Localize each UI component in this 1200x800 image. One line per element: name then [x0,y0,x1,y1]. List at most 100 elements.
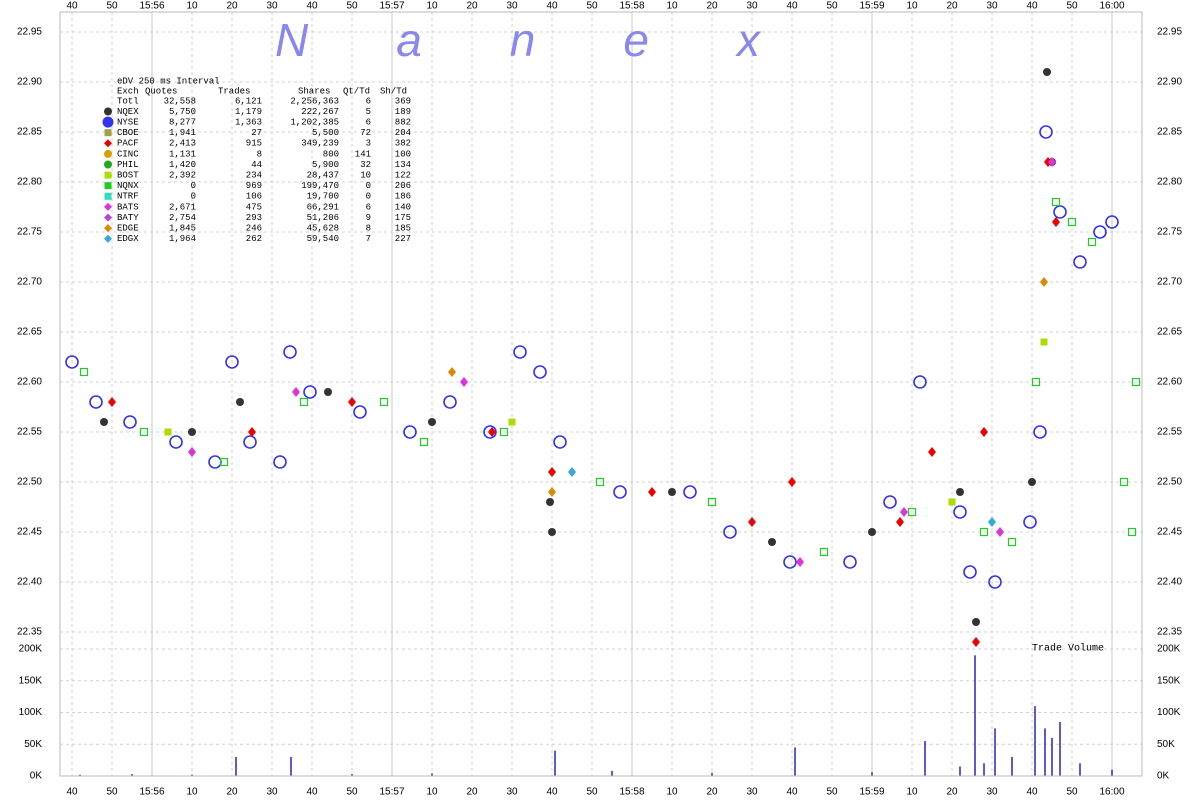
legend-cell: 8 [257,149,262,159]
y-tick-label-right: 22.65 [1157,327,1182,338]
legend-swatch [104,234,112,243]
legend-cell: PACF [117,139,139,149]
x-tick-label: 40 [306,787,318,798]
volume-bar [1051,737,1053,776]
trade-marker [1039,125,1053,139]
trade-marker [443,395,457,409]
legend-cell: 7 [366,234,371,244]
y-tick-label-right: 22.55 [1157,427,1182,438]
y-tick-label-right: 150K [1157,675,1181,686]
y-tick-label-right: 22.50 [1157,477,1182,488]
trade-marker [303,385,317,399]
volume-bar [290,756,292,776]
volume-bar [611,770,613,776]
legend-cell: 1,363 [235,117,262,127]
trade-marker [553,435,567,449]
legend-cell: 1,941 [169,128,196,138]
trade-marker [1073,255,1087,269]
legend-swatch [104,149,112,158]
legend-swatch [104,129,112,137]
y-tick-label: 22.60 [17,377,42,388]
trade-marker [928,447,936,457]
legend-cell: 32 [360,160,371,170]
x-tick-label: 40 [546,787,558,798]
y-tick-label-right: 22.80 [1157,177,1182,188]
x-tick-label: 50 [346,787,358,798]
legend-cell: 1,131 [169,149,196,159]
trade-marker [508,418,516,426]
y-tick-label: 100K [19,707,43,718]
x-tick-label-top: 10 [906,1,918,12]
legend-cell: 1,179 [235,107,262,117]
legend-cell: NTRF [117,192,139,202]
x-tick-label: 50 [586,787,598,798]
legend-cell: 969 [246,181,262,191]
legend-cell: 175 [395,213,411,223]
plot-border [59,11,1143,777]
y-tick-label: 150K [19,675,43,686]
legend-cell: 2,754 [169,213,196,223]
trade-marker [953,505,967,519]
legend-cell: 6 [366,202,371,212]
y-tick-label-right: 22.40 [1157,577,1182,588]
trade-marker [1051,197,1061,207]
legend-cell: BOST [117,170,139,180]
trade-marker [648,487,656,497]
trade-marker [79,367,89,377]
trade-marker [1033,425,1047,439]
trade-marker [243,435,257,449]
legend-title: eDV 250 ms Interval [117,76,220,86]
x-tick-label: 50 [1066,787,1078,798]
legend-cell: 45,628 [307,223,339,233]
trade-marker [1127,527,1137,537]
trade-marker [723,525,737,539]
legend-cell: 185 [395,223,411,233]
x-tick-label-top: 20 [226,1,238,12]
volume-bar [431,773,433,776]
legend-swatch [104,202,112,211]
legend-cell: 6,121 [235,96,262,106]
legend-cell: BATS [117,202,139,212]
x-tick-label-top: 10 [426,1,438,12]
volume-bar [131,774,133,776]
legend-swatch [104,192,112,200]
trade-marker [948,498,956,506]
trade-marker [1093,225,1107,239]
trade-marker [108,397,116,407]
legend-cell: 19,700 [307,192,339,202]
trade-marker [100,418,108,426]
trade-marker [248,427,256,437]
x-tick-label: 40 [66,787,78,798]
legend-header: Exch [117,86,139,96]
legend-cell: NYSE [117,117,139,127]
annotation: Trade Volume [1032,643,1104,655]
x-tick-label: 30 [506,787,518,798]
trade-marker [324,388,332,396]
legend-cell: 44 [251,160,262,170]
y-tick-label: 22.35 [17,627,42,638]
trade-marker [403,425,417,439]
legend-cell: 246 [246,223,262,233]
trade-marker [748,517,756,527]
trade-marker [533,365,547,379]
legend-cell: 204 [395,128,411,138]
y-tick-label-right: 50K [1157,739,1175,750]
trade-marker [1007,537,1017,547]
legend-cell: 122 [395,170,411,180]
x-tick-label-top: 40 [546,1,558,12]
trade-marker [1105,215,1119,229]
legend-swatch [104,107,112,116]
y-tick-label-right: 0K [1157,771,1170,782]
y-tick-label: 22.85 [17,127,42,138]
legend-cell: 882 [395,117,411,127]
x-tick-label: 10 [666,787,678,798]
trade-marker [419,437,429,447]
trade-marker [907,507,917,517]
legend-cell: 5 [366,107,371,117]
y-tick-label-right: 22.95 [1157,27,1182,38]
legend-cell: 227 [395,234,411,244]
legend-cell: 1,964 [169,234,196,244]
trade-marker [1028,478,1036,486]
trade-marker [668,488,676,496]
